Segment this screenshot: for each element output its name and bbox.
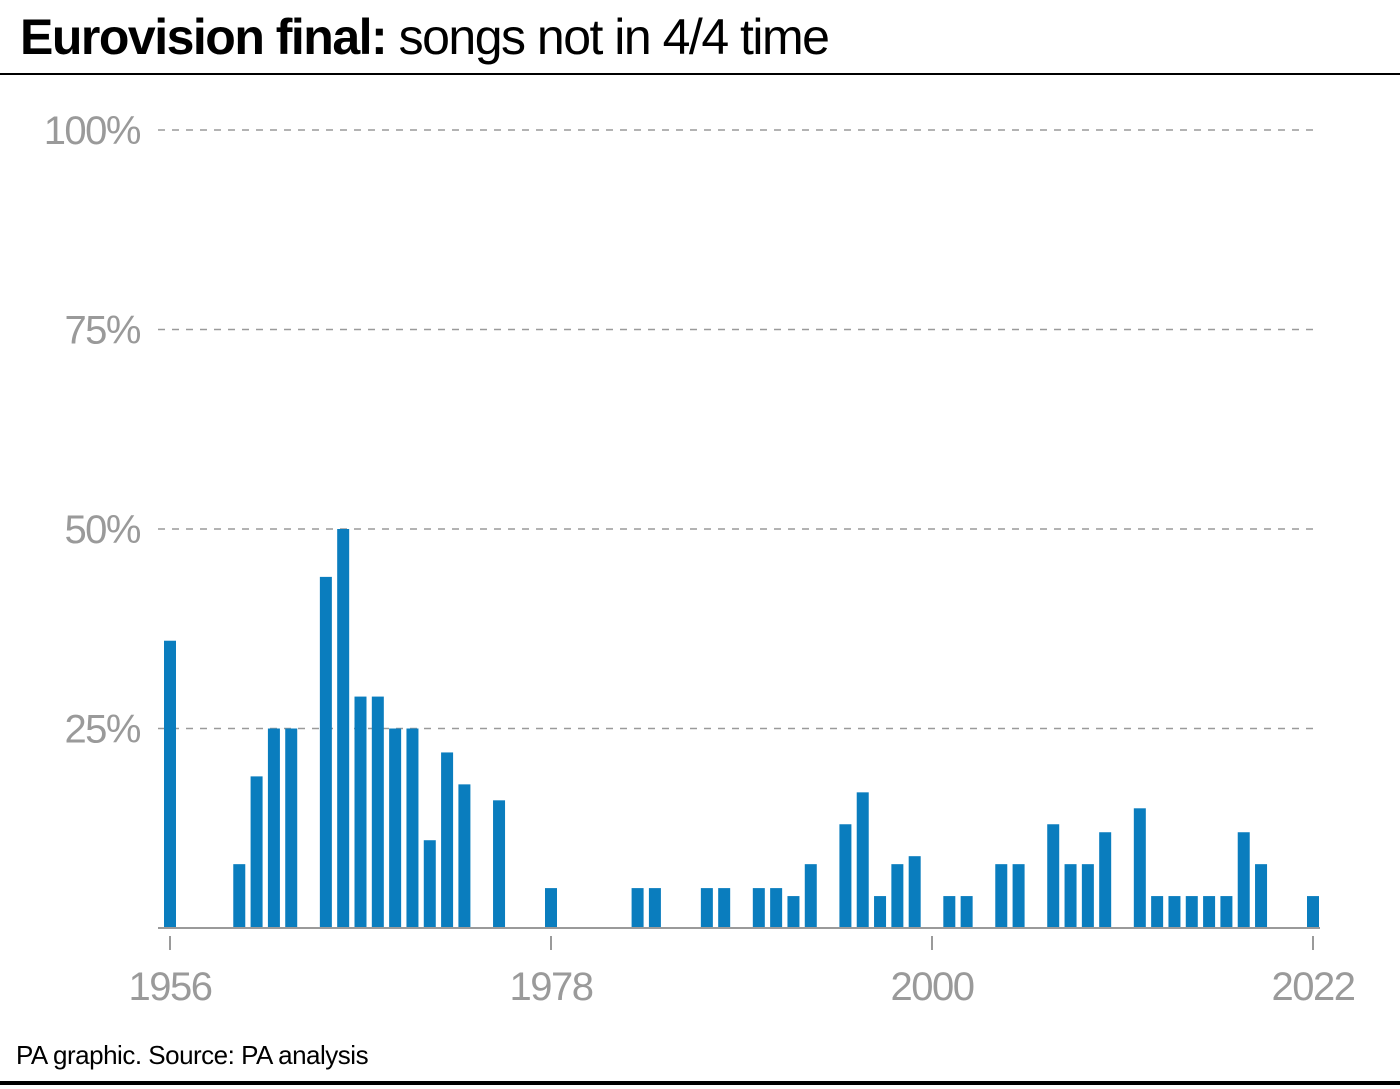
footer-divider xyxy=(0,1081,1400,1085)
bar-1972 xyxy=(441,752,454,928)
bar-2014 xyxy=(1168,896,1181,928)
chart-title-bold: Eurovision final: xyxy=(20,9,388,65)
x-tick-label: 2000 xyxy=(891,965,974,1009)
bar-2007 xyxy=(1047,824,1060,928)
chart-title: Eurovision final: songs not in 4/4 time xyxy=(20,6,830,68)
bar-1990 xyxy=(752,888,765,928)
bar-1965 xyxy=(319,576,332,928)
bar-1995 xyxy=(839,824,852,928)
bar-2002 xyxy=(960,896,973,928)
bar-1988 xyxy=(718,888,731,928)
bar-2009 xyxy=(1081,864,1094,928)
bar-2001 xyxy=(943,896,956,928)
bar-1967 xyxy=(354,696,367,928)
bar-1993 xyxy=(804,864,817,928)
bar-1991 xyxy=(770,888,783,928)
bar-1956 xyxy=(164,640,176,928)
y-tick-label: 50% xyxy=(64,508,140,552)
bar-1975 xyxy=(493,800,506,928)
bar-2004 xyxy=(995,864,1008,928)
bar-2016 xyxy=(1203,896,1216,928)
source-note: PA graphic. Source: PA analysis xyxy=(16,1040,369,1070)
bar-1963 xyxy=(285,728,298,928)
bar-1978 xyxy=(545,888,557,928)
bar-1983 xyxy=(631,888,644,928)
bar-1997 xyxy=(874,896,887,928)
bar-1999 xyxy=(908,856,921,928)
bar-2008 xyxy=(1064,864,1077,928)
bar-1969 xyxy=(389,728,402,928)
x-tick-label: 2022 xyxy=(1272,965,1355,1009)
bar-chart: 25% 50% 75% 100% 1956 1978 2000 2022 xyxy=(44,109,1357,1009)
y-tick-label: 100% xyxy=(44,109,141,153)
bar-2015 xyxy=(1185,896,1198,928)
bar-1968 xyxy=(371,696,384,928)
title-divider xyxy=(0,73,1400,75)
x-tick-label: 1956 xyxy=(129,965,212,1009)
bar-1992 xyxy=(787,896,800,928)
bar-2012 xyxy=(1133,808,1146,928)
bar-1973 xyxy=(458,784,471,928)
bar-1962 xyxy=(267,728,280,928)
y-tick-label: 25% xyxy=(64,708,140,752)
bar-2019 xyxy=(1255,864,1268,928)
bar-1987 xyxy=(700,888,713,928)
bar-1984 xyxy=(648,888,661,928)
bar-1998 xyxy=(891,864,904,928)
bar-2010 xyxy=(1099,832,1112,928)
bar-2018 xyxy=(1237,832,1250,928)
bar-1961 xyxy=(250,776,263,928)
x-tick-label: 1978 xyxy=(510,965,593,1009)
bar-2017 xyxy=(1220,896,1233,928)
bar-1996 xyxy=(856,792,869,928)
bar-1966 xyxy=(337,529,350,928)
bar-2005 xyxy=(1012,864,1025,928)
y-tick-label: 75% xyxy=(64,309,140,353)
bar-2022 xyxy=(1307,896,1319,928)
bar-1971 xyxy=(423,840,436,928)
chart-title-rest: songs not in 4/4 time xyxy=(386,9,830,65)
bar-2013 xyxy=(1151,896,1164,928)
bar-1960 xyxy=(233,864,246,928)
bar-1970 xyxy=(406,728,419,928)
